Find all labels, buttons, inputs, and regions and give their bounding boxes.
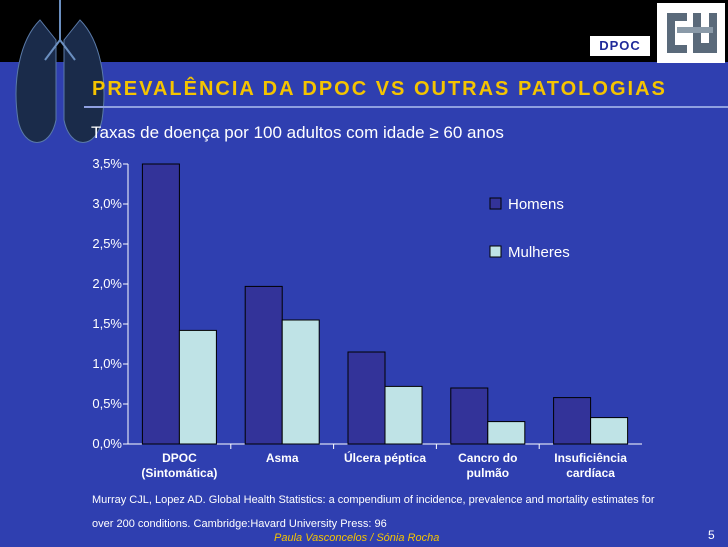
x-tick-label: Insuficiência bbox=[554, 451, 627, 465]
x-tick-label: Asma bbox=[266, 451, 299, 465]
page-number: 5 bbox=[708, 528, 715, 542]
x-tick-label: pulmão bbox=[466, 466, 509, 480]
lungs-illustration-icon bbox=[15, 0, 105, 143]
y-tick-label: 0,5% bbox=[92, 396, 122, 411]
x-tick-label: DPOC bbox=[162, 451, 197, 465]
x-tick-label: Cancro do bbox=[458, 451, 517, 465]
bar-homens bbox=[450, 387, 489, 445]
authors: Paula Vasconcelos / Sónia Rocha bbox=[274, 532, 440, 544]
bar-homens bbox=[244, 285, 283, 445]
slide-subtitle: Taxas de doença por 100 adultos com idad… bbox=[91, 123, 504, 142]
legend-label-homens: Homens bbox=[508, 196, 564, 213]
bar-mulheres bbox=[384, 385, 423, 445]
bar-homens bbox=[553, 397, 592, 445]
x-tick-label: Úlcera péptica bbox=[344, 450, 426, 465]
x-tick-label: cardíaca bbox=[566, 466, 615, 480]
header-bar: DPOC bbox=[0, 0, 728, 143]
bar-mulheres bbox=[487, 421, 526, 445]
y-tick-label: 0,0% bbox=[92, 436, 122, 451]
source-citation-line2: over 200 conditions. Cambridge:Havard Un… bbox=[92, 518, 387, 530]
y-tick-label: 3,5% bbox=[92, 156, 122, 171]
header-tag: DPOC bbox=[590, 36, 650, 56]
y-tick-label: 1,0% bbox=[92, 356, 122, 371]
bar-mulheres bbox=[590, 417, 629, 445]
institution-logo-icon bbox=[657, 3, 725, 63]
bar-mulheres bbox=[178, 329, 217, 445]
source-citation-line1: Murray CJL, Lopez AD. Global Health Stat… bbox=[92, 494, 655, 506]
slide-title: PREVALÊNCIA DA DPOC VS OUTRAS PATOLOGIAS bbox=[92, 78, 667, 100]
y-tick-label: 2,0% bbox=[92, 276, 122, 291]
bar-homens bbox=[141, 163, 180, 445]
y-tick-label: 3,0% bbox=[92, 196, 122, 211]
title-divider bbox=[84, 106, 728, 108]
y-tick-label: 1,5% bbox=[92, 316, 122, 331]
legend-swatch-mulheres bbox=[489, 245, 502, 258]
bar-homens bbox=[347, 351, 386, 445]
y-tick-label: 2,5% bbox=[92, 236, 122, 251]
legend-swatch-homens bbox=[489, 197, 502, 210]
legend-label-mulheres: Mulheres bbox=[508, 244, 570, 261]
bar-mulheres bbox=[281, 319, 320, 445]
x-tick-label: (Sintomática) bbox=[141, 466, 217, 480]
